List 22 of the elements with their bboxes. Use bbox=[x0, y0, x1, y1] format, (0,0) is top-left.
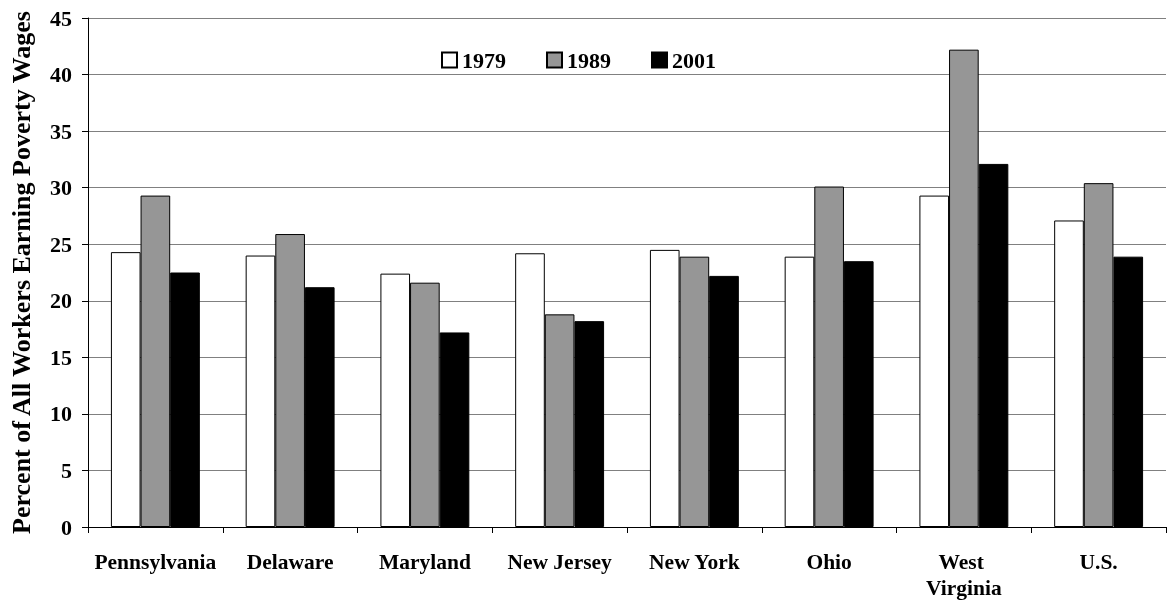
y-tick-label: 30 bbox=[50, 175, 72, 201]
y-tick-label: 15 bbox=[50, 344, 72, 370]
y-tick-label: 40 bbox=[50, 62, 72, 88]
x-tick-label: New Jersey bbox=[507, 550, 613, 574]
x-tick-label: Delaware bbox=[246, 550, 334, 574]
y-tick-label: 5 bbox=[61, 457, 72, 483]
y-tick-label: 10 bbox=[50, 401, 72, 427]
legend-label: 1989 bbox=[567, 47, 611, 73]
y-tick-label: 20 bbox=[50, 288, 72, 314]
x-tick-label: Ohio bbox=[806, 550, 852, 574]
y-tick-label: 25 bbox=[50, 231, 72, 257]
x-tick-label: New York bbox=[649, 550, 740, 574]
y-tick-label: 35 bbox=[50, 118, 72, 144]
legend-label: 1979 bbox=[462, 47, 506, 73]
legend-label: 2001 bbox=[672, 47, 716, 73]
x-tick-label: U.S. bbox=[1079, 550, 1118, 574]
x-tick-label: Pennsylvania bbox=[94, 550, 217, 574]
y-tick-label: 0 bbox=[61, 514, 72, 540]
y-axis-title: Percent of All Workers Earning Poverty Wages bbox=[6, 11, 36, 534]
y-tick-label: 45 bbox=[50, 5, 72, 31]
x-tick-label: West Virginia bbox=[926, 550, 1002, 600]
x-tick-label: Maryland bbox=[378, 550, 471, 574]
